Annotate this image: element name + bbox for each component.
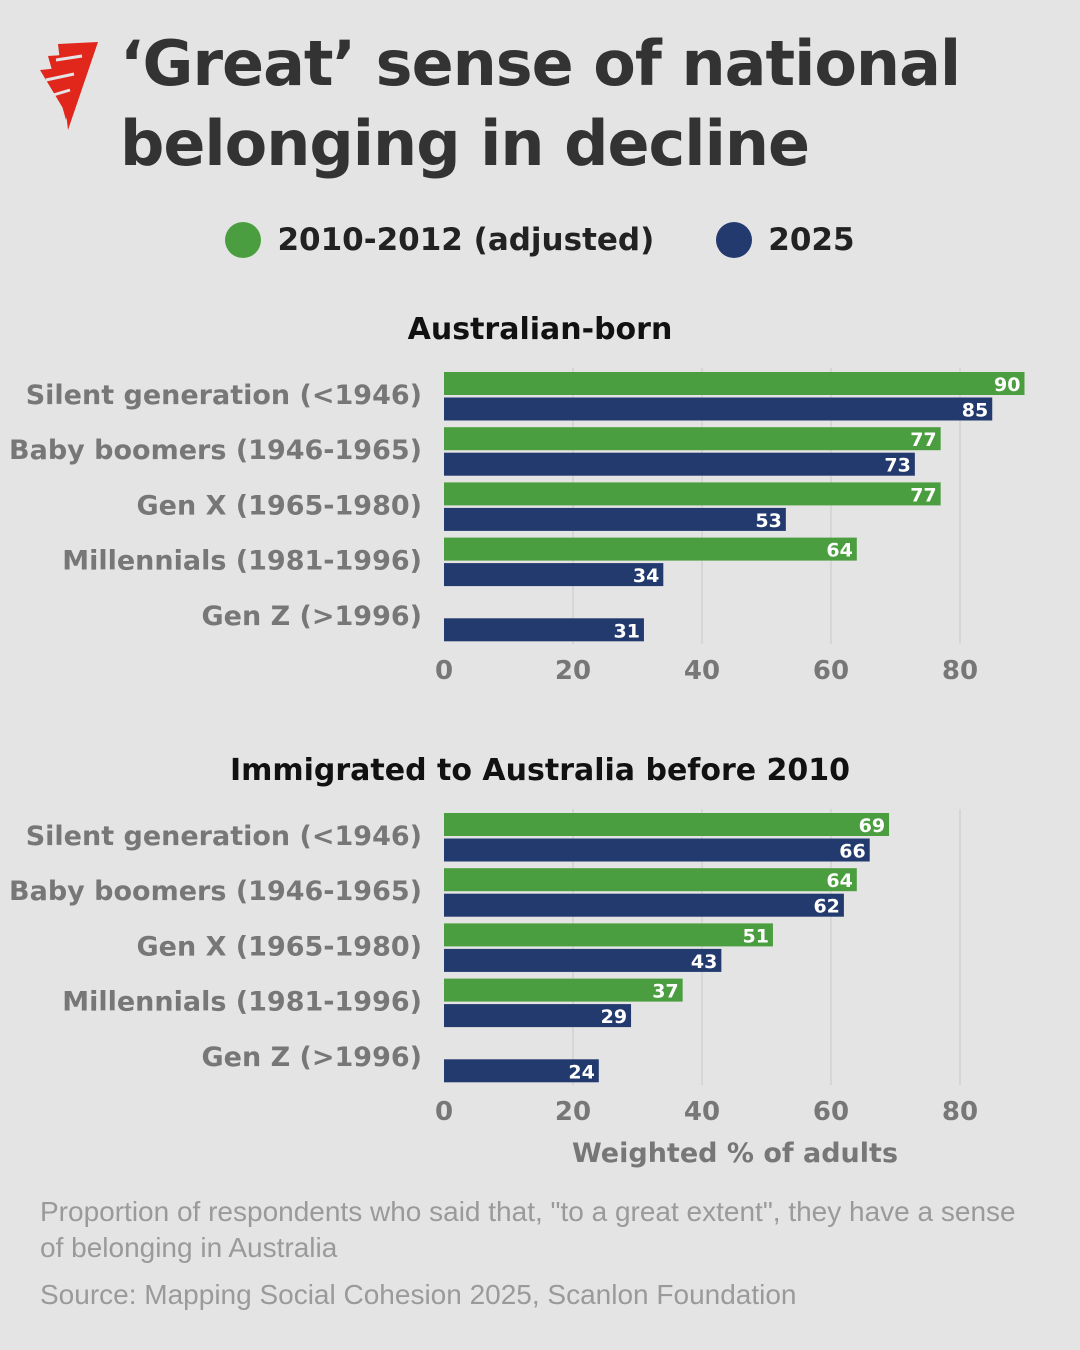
bar [444,537,857,561]
x-tick-label: 0 [435,656,453,686]
x-tick-label: 80 [942,656,978,686]
bar [444,452,915,476]
bar [444,1004,632,1028]
data-label: 66 [839,841,865,863]
category-label: Gen Z (>1996) [201,601,422,632]
bar [444,813,890,836]
bar [444,1059,599,1083]
legend-label: 2010-2012 (adjusted) [277,222,655,258]
x-tick-label: 20 [555,1097,591,1127]
panel-title: Immigrated to Australia before 2010 [230,753,850,788]
x-tick-label: 80 [942,1097,978,1127]
data-label: 53 [755,510,781,532]
legend-swatch [225,222,262,258]
category-label: Baby boomers (1946-1965) [9,435,422,466]
bar [444,923,773,947]
bar [444,372,1025,395]
data-label: 37 [652,981,678,1003]
bar [444,868,857,892]
bar [444,978,683,1002]
legend-item-2010-2012: 2010-2012 (adjusted) [225,222,654,258]
x-tick-label: 60 [813,1097,849,1127]
category-label: Gen X (1965-1980) [137,490,423,521]
data-label: 77 [910,429,936,451]
footnote: Proportion of respondents who said that,… [40,1196,1016,1263]
category-label: Gen X (1965-1980) [137,931,423,962]
bar [444,507,786,531]
data-label: 64 [826,540,852,562]
bar [444,618,644,642]
data-label: 85 [962,400,988,422]
x-tick-label: 60 [813,656,849,686]
bar [444,482,941,506]
data-label: 77 [910,484,936,506]
sbs-logo-icon [40,42,98,130]
bar [444,397,993,421]
panel-title: Australian-born [408,312,673,347]
data-label: 64 [826,870,852,892]
category-label: Millennials (1981-1996) [62,546,422,577]
data-label: 69 [859,815,885,837]
chart-title: ‘Great’ sense of national belonging in d… [120,27,961,180]
x-tick-label: 40 [684,1097,720,1127]
x-tick-label: 40 [684,656,720,686]
data-label: 90 [994,374,1020,396]
category-label: Gen Z (>1996) [201,1042,422,1073]
data-label: 31 [613,620,639,642]
category-label: Millennials (1981-1996) [62,987,422,1018]
data-label: 34 [633,565,659,587]
source: Source: Mapping Social Cohesion 2025, Sc… [40,1279,797,1310]
category-label: Silent generation (<1946) [26,380,422,411]
category-label: Silent generation (<1946) [26,821,422,852]
legend-label: 2025 [768,222,855,258]
legend-swatch [716,222,753,258]
legend: 2010-2012 (adjusted) 2025 [0,222,1080,258]
data-label: 51 [742,925,768,947]
legend-item-2025: 2025 [716,222,855,258]
x-tick-label: 0 [435,1097,453,1127]
bar [444,427,941,451]
bar [444,948,722,972]
bar [444,563,664,587]
data-label: 73 [884,455,910,477]
x-tick-label: 20 [555,656,591,686]
bar [444,838,870,862]
x-axis-label: Weighted % of adults [572,1138,898,1169]
category-label: Baby boomers (1946-1965) [9,876,422,907]
data-label: 24 [568,1061,594,1083]
data-label: 29 [601,1006,627,1028]
data-label: 43 [691,951,717,973]
bar [444,893,844,917]
data-label: 62 [813,896,839,918]
